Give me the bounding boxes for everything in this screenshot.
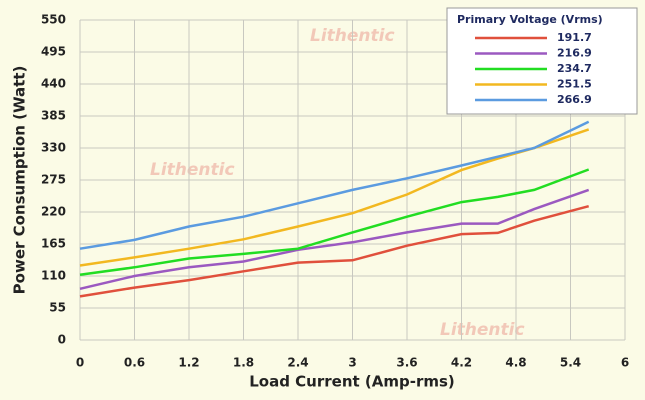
x-tick-label: 0	[76, 356, 84, 370]
x-tick-label: 1.8	[233, 356, 254, 370]
legend-box	[446, 7, 638, 115]
y-tick-label: 440	[41, 77, 66, 91]
legend-label: 251.5	[557, 78, 592, 91]
legend-label: 234.7	[557, 62, 592, 75]
legend: Primary Voltage (Vrms) 191.7 216.9 234.7 251…	[446, 7, 638, 115]
data-line	[79, 204, 590, 298]
x-tick-label: 4.8	[505, 356, 526, 370]
x-tick-label: 4.2	[451, 356, 472, 370]
legend-label: 216.9	[557, 47, 592, 60]
data-line	[79, 120, 590, 250]
data-line	[79, 188, 590, 291]
y-tick-label: 330	[41, 141, 66, 155]
legend-label: 191.7	[557, 31, 592, 44]
x-tick-label: 6	[621, 356, 629, 370]
y-tick-label: 385	[41, 109, 66, 123]
legend-label: 266.9	[557, 93, 592, 106]
legend-title: Primary Voltage (Vrms)	[457, 13, 603, 26]
x-tick-label: 5.4	[560, 356, 581, 370]
x-tick-label: 0.6	[124, 356, 145, 370]
watermark: Lithentic	[150, 160, 235, 180]
y-tick-label: 165	[41, 237, 66, 251]
x-tick-label: 3	[348, 356, 356, 370]
y-tick-label: 0	[58, 333, 66, 347]
y-tick-label: 55	[49, 301, 66, 315]
y-tick-label: 550	[41, 13, 66, 27]
watermark: Lithentic	[440, 320, 525, 340]
y-tick-label: 275	[41, 173, 66, 187]
y-tick-label: 495	[41, 45, 66, 59]
x-tick-label: 3.6	[396, 356, 417, 370]
x-axis-label: Load Current (Amp-rms)	[249, 373, 455, 391]
x-tick-label: 1.2	[178, 356, 199, 370]
y-tick-label: 220	[41, 205, 66, 219]
x-tick-label: 2.4	[287, 356, 308, 370]
data-line	[79, 168, 590, 277]
y-tick-label: 110	[41, 269, 66, 283]
y-axis-label: Power Consumption (Watt)	[11, 66, 29, 295]
